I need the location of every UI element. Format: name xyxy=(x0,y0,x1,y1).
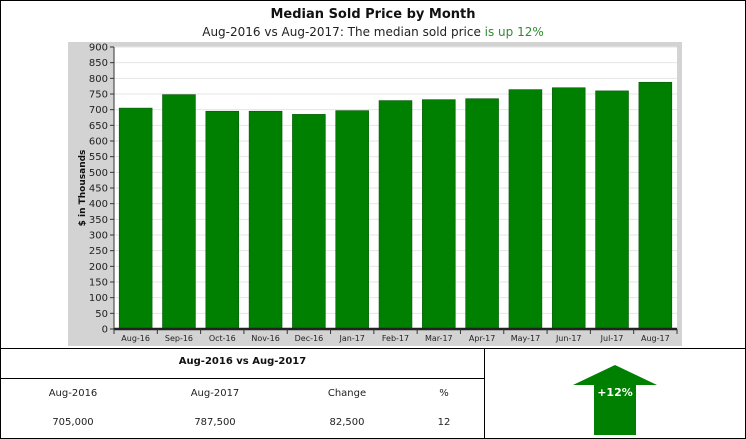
bar xyxy=(508,89,543,330)
x-tick-label: May-17 xyxy=(511,334,540,343)
bar xyxy=(118,107,153,330)
summary-header-percent: % xyxy=(439,388,449,399)
x-tick-label: Aug-17 xyxy=(641,334,670,343)
summary-value-aug-2016: 705,000 xyxy=(52,417,94,428)
x-tick-label: Aug-16 xyxy=(121,334,150,343)
x-tick-label: Mar-17 xyxy=(425,334,453,343)
up-arrow-icon xyxy=(573,365,657,435)
bar xyxy=(292,114,326,330)
y-tick-label: 100 xyxy=(89,293,108,304)
summary-table-title: Aug-2016 vs Aug-2017 xyxy=(178,356,307,367)
bar xyxy=(205,110,240,330)
y-tick-label: 700 xyxy=(89,105,108,116)
x-tick-label: Feb-17 xyxy=(382,334,409,343)
summary-table-rule xyxy=(1,378,484,379)
x-tick-label: Jan-17 xyxy=(338,334,364,343)
y-tick-label: 850 xyxy=(89,58,108,69)
chart-subtitle: Aug-2016 vs Aug-2017: The median sold pr… xyxy=(1,25,745,39)
bar xyxy=(162,94,196,330)
chart-title: Median Sold Price by Month xyxy=(270,7,476,22)
y-tick-label: 750 xyxy=(89,90,108,101)
y-tick-label: 550 xyxy=(89,152,108,163)
summary-value-percent: 12 xyxy=(437,417,451,428)
bar xyxy=(465,98,499,330)
y-tick-label: 900 xyxy=(89,43,108,54)
bar xyxy=(595,90,629,330)
y-tick-label: 350 xyxy=(89,215,108,226)
y-tick-label: 200 xyxy=(89,262,108,273)
bar xyxy=(378,100,413,330)
y-axis-label: $ in Thousands xyxy=(78,150,88,227)
y-tick-label: 500 xyxy=(89,168,108,179)
y-tick-label: 650 xyxy=(89,121,108,132)
divider-horizontal xyxy=(1,348,745,349)
subtitle-highlight: is up 12% xyxy=(484,25,544,39)
y-tick-label: 150 xyxy=(89,278,108,289)
divider-vertical xyxy=(484,348,485,438)
summary-value-change: 82,500 xyxy=(329,417,365,428)
bar xyxy=(335,110,369,330)
y-tick-label: 800 xyxy=(89,74,108,85)
y-tick-label: 600 xyxy=(89,137,108,148)
chart-panel: 0 50 100 150 200 250 300 350 400 450 500 550 600 650 7… xyxy=(68,42,682,346)
x-tick-label: Jun-17 xyxy=(555,334,582,343)
x-tick-label: Nov-16 xyxy=(251,334,279,343)
bar xyxy=(248,110,283,330)
y-tick-label: 400 xyxy=(89,199,108,210)
summary-header-aug-2017: Aug-2017 xyxy=(190,388,240,399)
bar xyxy=(422,99,456,330)
y-tick-label: 300 xyxy=(89,231,108,242)
summary-value-aug-2017: 787,500 xyxy=(194,417,236,428)
bar-chart: 0 50 100 150 200 250 300 350 400 450 500 550 600 650 7… xyxy=(78,43,678,343)
change-badge-label: +12% xyxy=(597,386,633,399)
y-tick-label: 250 xyxy=(89,246,108,257)
y-tick-label: 450 xyxy=(89,184,108,195)
summary-header-aug-2016: Aug-2016 xyxy=(48,388,98,399)
summary-header-change: Change xyxy=(327,388,367,399)
x-tick-label: Dec-16 xyxy=(295,334,324,343)
bar xyxy=(638,81,673,330)
subtitle-prefix: Aug-2016 vs Aug-2017: The median sold pr… xyxy=(202,25,485,39)
x-tick-label: Apr-17 xyxy=(469,334,495,343)
x-tick-label: Oct-16 xyxy=(209,334,236,343)
change-badge: +12% xyxy=(573,365,657,435)
y-tick-label: 50 xyxy=(95,309,108,320)
x-tick-label: Jul-17 xyxy=(600,334,624,343)
x-tick-label: Sep-16 xyxy=(165,334,193,343)
y-tick-label: 0 xyxy=(102,325,108,336)
bar xyxy=(551,87,586,330)
